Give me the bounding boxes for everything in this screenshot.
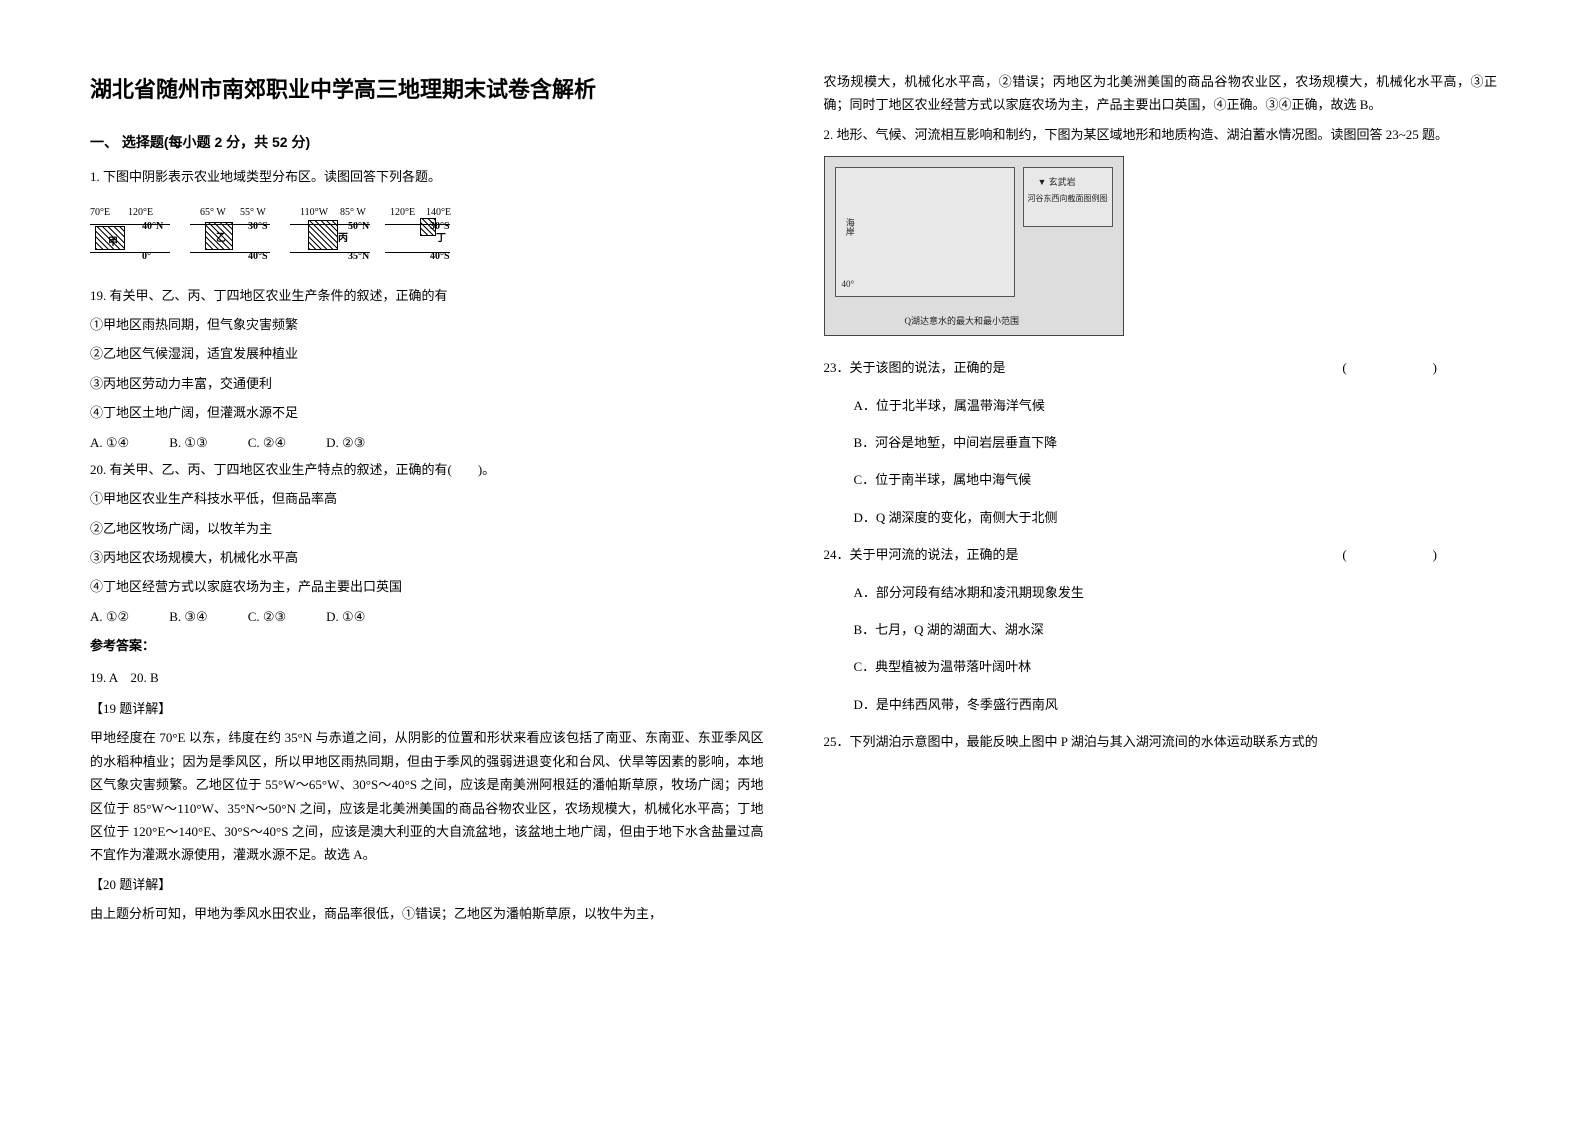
q19-opt: ③丙地区劳动力丰富，交通便利: [90, 372, 764, 395]
answers-1920: 19. A 20. B: [90, 666, 764, 689]
q23-opt: D．Q 湖深度的变化，南侧大于北侧: [854, 506, 1498, 529]
q25-stem: 25．下列湖泊示意图中，最能反映上图中 P 湖泊与其入湖河流间的水体运动联系方式…: [824, 730, 1498, 753]
figure-1: 70°E 120°E 65° W 55° W 110°W 85° W 120°E…: [90, 204, 450, 264]
explain19-body: 甲地经度在 70°E 以东，纬度在约 35°N 与赤道之间，从阴影的位置和形状来…: [90, 726, 764, 866]
fig1-lat: 40°N: [142, 218, 163, 236]
q24-opt: A．部分河段有结冰期和凌汛期现象发生: [854, 581, 1498, 604]
fig2-side: 海岸: [842, 218, 858, 236]
section-heading: 一、 选择题(每小题 2 分，共 52 分): [90, 130, 764, 155]
q20-opt: ①甲地区农业生产科技水平低，但商品率高: [90, 487, 764, 510]
page-title: 湖北省随州市南郊职业中学高三地理期末试卷含解析: [90, 70, 764, 110]
fig1-lat: 30°S: [430, 218, 450, 236]
fig1-lbl: 120°E: [390, 204, 415, 222]
q19-choice: C. ②④: [248, 431, 286, 454]
q24-stem: 24．关于甲河流的说法，正确的是: [824, 543, 1019, 566]
paren: ( ): [1342, 543, 1497, 566]
fig2-lat: 40°: [842, 276, 855, 292]
q19-stem: 19. 有关甲、乙、丙、丁四地区农业生产条件的叙述，正确的有: [90, 284, 764, 307]
q23-opt: B．河谷是地堑，中间岩层垂直下降: [854, 431, 1498, 454]
fig1-lat: 40°S: [248, 248, 268, 266]
fig1-lat: 0°: [142, 248, 151, 266]
q19-opt: ②乙地区气候湿润，适宜发展种植业: [90, 342, 764, 365]
q19-choice: A. ①④: [90, 431, 129, 454]
q19-opt: ④丁地区土地广阔，但灌溉水源不足: [90, 401, 764, 424]
q24-opt: B．七月，Q 湖的湖面大、湖水深: [854, 618, 1498, 641]
fig2-caption: Q湖达意水的最大和最小范围: [905, 313, 1020, 329]
q20-choice: C. ②③: [248, 605, 286, 628]
q20-choice: B. ③④: [169, 605, 207, 628]
q20-opt: ④丁地区经营方式以家庭农场为主，产品主要出口英国: [90, 575, 764, 598]
q19-choice: B. ①③: [169, 431, 207, 454]
fig1-region-label: 乙: [216, 230, 226, 248]
q19-opt: ①甲地区雨热同期，但气象灾害频繁: [90, 313, 764, 336]
paren: ( ): [1342, 356, 1497, 379]
q20-opt: ③丙地区农场规模大，机械化水平高: [90, 546, 764, 569]
q20-choice: D. ①④: [326, 605, 365, 628]
q24-opt: D．是中纬西风带，冬季盛行西南风: [854, 693, 1498, 716]
q23-opt: A．位于北半球，属温带海洋气候: [854, 394, 1498, 417]
q24-opt: C．典型植被为温带落叶阔叶林: [854, 655, 1498, 678]
fig2-legend1: ▼ 玄武岩: [1038, 174, 1076, 190]
fig1-lat: 50°N: [348, 218, 369, 236]
q2-intro: 2. 地形、气候、河流相互影响和制约，下图为某区域地形和地质构造、湖泊蓄水情况图…: [824, 123, 1498, 146]
q20-choice: A. ①②: [90, 605, 129, 628]
figure-2: 海岸 40° ▼ 玄武岩 河谷东西向截面图例图 Q湖达意水的最大和最小范围: [824, 156, 1124, 336]
fig1-lat: 35°N: [348, 248, 369, 266]
fig1-lat: 30°S: [248, 218, 268, 236]
fig1-lbl: 65° W: [200, 204, 226, 222]
answer-label: 参考答案：: [90, 634, 764, 657]
q20-stem: 20. 有关甲、乙、丙、丁四地区农业生产特点的叙述，正确的有( )。: [90, 458, 764, 481]
q23-stem: 23．关于该图的说法，正确的是: [824, 356, 1006, 379]
q1-intro: 1. 下图中阴影表示农业地域类型分布区。读图回答下列各题。: [90, 165, 764, 188]
q19-choice: D. ②③: [326, 431, 365, 454]
q23-opt: C．位于南半球，属地中海气候: [854, 468, 1498, 491]
fig1-region-label: 丙: [338, 230, 348, 248]
q20-opt: ②乙地区牧场广阔，以牧羊为主: [90, 517, 764, 540]
explain20-body-p2: 农场规模大，机械化水平高，②错误；丙地区为北美洲美国的商品谷物农业区，农场规模大…: [824, 70, 1498, 117]
fig1-lbl: 70°E: [90, 204, 110, 222]
explain20-body-p1: 由上题分析可知，甲地为季风水田农业，商品率很低，①错误；乙地区为潘帕斯草原，以牧…: [90, 902, 764, 925]
fig1-region-label: 甲: [108, 234, 118, 252]
explain20-title: 【20 题详解】: [90, 873, 764, 896]
fig1-lat: 40°S: [430, 248, 450, 266]
fig2-legend2: 河谷东西向截面图例图: [1028, 192, 1108, 206]
explain19-title: 【19 题详解】: [90, 697, 764, 720]
